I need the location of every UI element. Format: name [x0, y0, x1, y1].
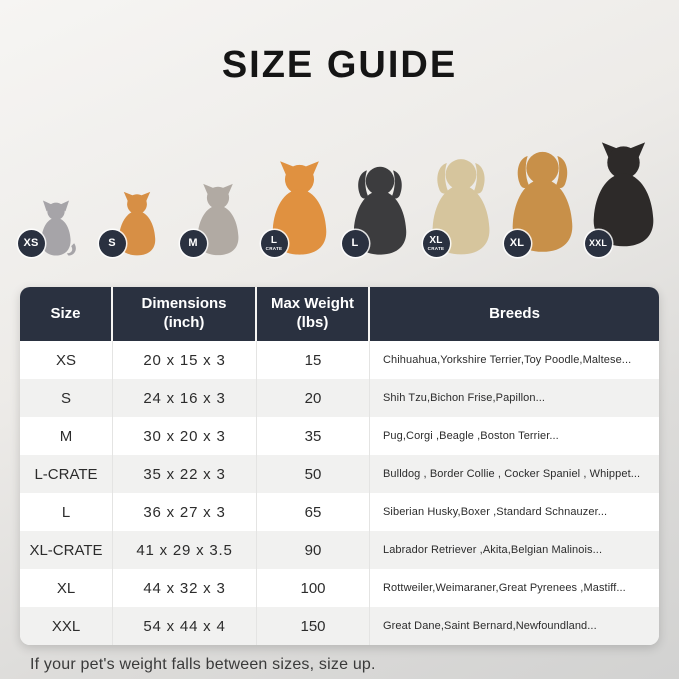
page-title: SIZE GUIDE: [221, 44, 458, 86]
table-row: L-CRATE 35 x 22 x 3 50 Bulldog , Border …: [20, 455, 659, 493]
cell-max-weight: 150: [257, 607, 370, 645]
header-line: (inch): [163, 314, 205, 331]
header-line: (lbs): [296, 314, 329, 331]
badge-label: XL: [429, 234, 443, 246]
size-badge-xl: XL: [503, 230, 531, 257]
cell-dimensions: 44 x 32 x 3: [113, 569, 257, 607]
table-row: XS 20 x 15 x 3 15 Chihuahua,Yorkshire Te…: [20, 341, 659, 379]
cell-size: L-CRATE: [20, 455, 113, 493]
cell-breeds: Shih Tzu,Bichon Frise,Papillon...: [370, 379, 659, 417]
cell-breeds: Pug,Corgi ,Beagle ,Boston Terrier...: [370, 417, 659, 455]
badge-label: XXL: [588, 237, 608, 248]
cell-max-weight: 65: [257, 493, 370, 531]
cell-breeds: Siberian Husky,Boxer ,Standard Schnauzer…: [370, 493, 659, 531]
table-row: XL-CRATE 41 x 29 x 3.5 90 Labrador Retri…: [20, 531, 659, 569]
size-guide-table: Size Dimensions (inch) Max Weight (lbs) …: [20, 287, 659, 645]
cell-max-weight: 90: [257, 531, 370, 569]
badge-label: S: [108, 236, 116, 249]
cell-breeds: Chihuahua,Yorkshire Terrier,Toy Poodle,M…: [370, 341, 659, 379]
size-badge-l: L: [341, 230, 369, 257]
cell-breeds: Rottweiler,Weimaraner,Great Pyrenees ,Ma…: [370, 569, 659, 607]
animal-pomeranian: S: [97, 131, 178, 257]
badge-sub-label: CRATE: [265, 245, 283, 251]
animal-labrador-retriever: XL CRATE: [421, 131, 502, 257]
animal-golden-retriever: XL: [502, 131, 583, 257]
cell-breeds: Great Dane,Saint Bernard,Newfoundland...: [370, 607, 659, 645]
cell-dimensions: 35 x 22 x 3: [113, 455, 257, 493]
badge-label: XS: [23, 236, 39, 249]
footer-note: If your pet's weight falls between sizes…: [30, 656, 376, 673]
col-header-max-weight: Max Weight (lbs): [257, 287, 370, 341]
animal-lineup: XS S M L CRATE: [15, 131, 665, 257]
size-badge-s: S: [98, 230, 126, 257]
size-badge-l-crate: L CRATE: [260, 230, 288, 257]
badge-label: L: [351, 236, 359, 249]
cell-size: XL: [20, 569, 113, 607]
cell-max-weight: 35: [257, 417, 370, 455]
badge-sub-label: CRATE: [427, 245, 445, 251]
animal-border-collie: L: [340, 131, 421, 257]
size-badge-xs: XS: [17, 230, 45, 257]
animal-doberman: XXL: [583, 131, 664, 257]
cell-size: L: [20, 493, 113, 531]
header-line: Dimensions: [141, 295, 227, 313]
table-header-row: Size Dimensions (inch) Max Weight (lbs) …: [20, 287, 659, 341]
cell-dimensions: 20 x 15 x 3: [113, 341, 257, 379]
table-row: S 24 x 16 x 3 20 Shih Tzu,Bichon Frise,P…: [20, 379, 659, 417]
cell-size: M: [20, 417, 113, 455]
cell-dimensions: 30 x 20 x 3: [113, 417, 257, 455]
col-header-dimensions: Dimensions (inch): [113, 287, 257, 341]
header-line: Max Weight: [270, 295, 355, 313]
table-row: XL 44 x 32 x 3 100 Rottweiler,Weimaraner…: [20, 569, 659, 607]
table-row: L 36 x 27 x 3 65 Siberian Husky,Boxer ,S…: [20, 493, 659, 531]
size-badge-xxl: XXL: [584, 230, 612, 257]
cell-dimensions: 54 x 44 x 4: [113, 607, 257, 645]
cell-dimensions: 24 x 16 x 3: [113, 379, 257, 417]
table-row: M 30 x 20 x 3 35 Pug,Corgi ,Beagle ,Bost…: [20, 417, 659, 455]
animal-shiba-inu: L CRATE: [259, 131, 340, 257]
header-line: Breeds: [489, 304, 540, 322]
badge-label: XL: [509, 236, 525, 249]
badge-label: L: [270, 234, 278, 246]
cell-size: XS: [20, 341, 113, 379]
size-badge-m: M: [179, 230, 207, 257]
cell-max-weight: 15: [257, 341, 370, 379]
cell-max-weight: 100: [257, 569, 370, 607]
animal-cat: XS: [16, 131, 97, 257]
cell-dimensions: 36 x 27 x 3: [113, 493, 257, 531]
table-row: XXL 54 x 44 x 4 150 Great Dane,Saint Ber…: [20, 607, 659, 645]
cell-max-weight: 20: [257, 379, 370, 417]
badge-label: M: [188, 236, 198, 249]
cell-dimensions: 41 x 29 x 3.5: [113, 531, 257, 569]
cell-breeds: Bulldog , Border Collie , Cocker Spaniel…: [370, 455, 659, 493]
col-header-breeds: Breeds: [370, 287, 659, 341]
header-line: Size: [50, 304, 81, 322]
size-badge-xl-crate: XL CRATE: [422, 230, 450, 257]
cell-size: XXL: [20, 607, 113, 645]
cell-breeds: Labrador Retriever ,Akita,Belgian Malino…: [370, 531, 659, 569]
cell-max-weight: 50: [257, 455, 370, 493]
animal-french-bulldog: M: [178, 131, 259, 257]
col-header-size: Size: [20, 287, 113, 341]
cell-size: XL-CRATE: [20, 531, 113, 569]
cell-size: S: [20, 379, 113, 417]
